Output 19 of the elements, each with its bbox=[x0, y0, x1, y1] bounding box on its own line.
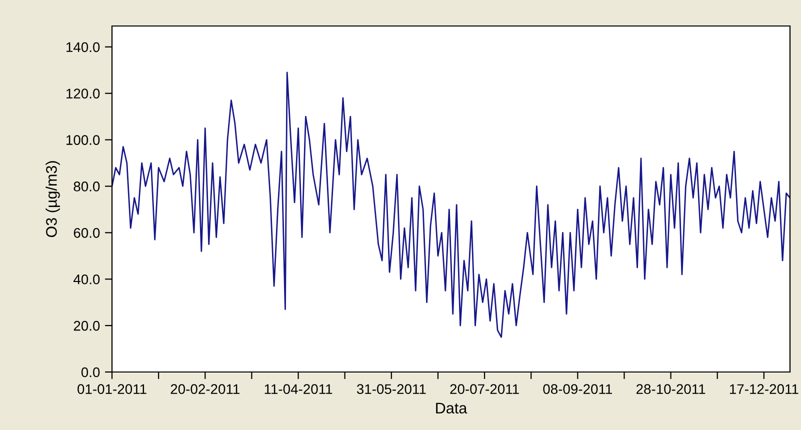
x-tick-label: 20-02-2011 bbox=[170, 384, 240, 394]
y-tick-label: 40.0 bbox=[73, 274, 100, 284]
x-tick-label: 01-01-2011 bbox=[78, 384, 146, 394]
x-tick-label: 11-04-2011 bbox=[264, 384, 332, 394]
x-axis-title: Data bbox=[436, 402, 468, 414]
y-axis-title: O3 (µg/m3) bbox=[46, 161, 60, 238]
y-tick-label: 100.0 bbox=[66, 135, 100, 145]
line-series bbox=[112, 72, 790, 338]
y-tick-label: 140.0 bbox=[66, 42, 100, 52]
x-tick-label: 17-12-2011 bbox=[730, 384, 798, 394]
y-tick-label: 80.0 bbox=[74, 182, 100, 192]
y-tick-label: 60.0 bbox=[74, 228, 100, 238]
x-tick-label: 28-10-2011 bbox=[636, 384, 706, 394]
y-tick-label: 0.0 bbox=[81, 367, 100, 378]
y-tick-label: 20.0 bbox=[74, 320, 100, 331]
x-tick-label: 08-09-2011 bbox=[543, 384, 612, 394]
y-tick-label: 120.0 bbox=[66, 88, 100, 99]
x-tick-label: 31-05-2011 bbox=[356, 384, 426, 394]
x-tick-label: 20-07-2011 bbox=[450, 384, 519, 394]
